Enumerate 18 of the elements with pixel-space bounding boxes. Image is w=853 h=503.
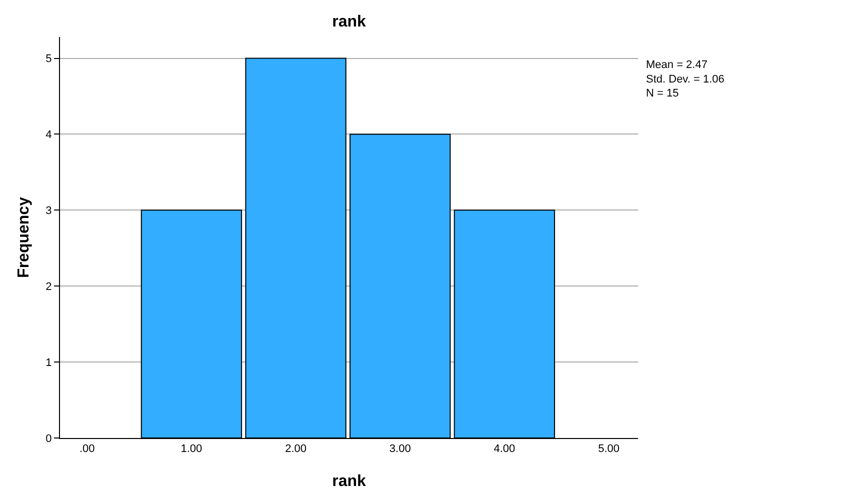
y-tick-label: 2	[46, 280, 52, 293]
x-tick-label: 2.00	[285, 443, 306, 456]
x-axis-title: rank	[332, 472, 366, 490]
x-tick-label: 1.00	[180, 443, 202, 456]
chart-title: rank	[332, 13, 366, 30]
y-tick-label: 5	[46, 53, 52, 66]
y-tick-label: 3	[46, 205, 52, 218]
text: N = 15	[646, 88, 679, 100]
y-axis-title: Frequency	[16, 196, 33, 278]
y-tick-label: 1	[46, 356, 52, 369]
x-tick-label: .00	[79, 443, 95, 456]
x-tick-label: 5.00	[598, 443, 620, 456]
x-tick-label: 4.00	[494, 443, 516, 456]
y-tick-label: 0	[46, 432, 52, 445]
y-tick-label: 4	[46, 129, 52, 142]
text: Mean = 2.47	[646, 59, 708, 71]
text: Std. Dev. = 1.06	[646, 73, 724, 86]
x-tick-label: 3.00	[389, 443, 411, 456]
